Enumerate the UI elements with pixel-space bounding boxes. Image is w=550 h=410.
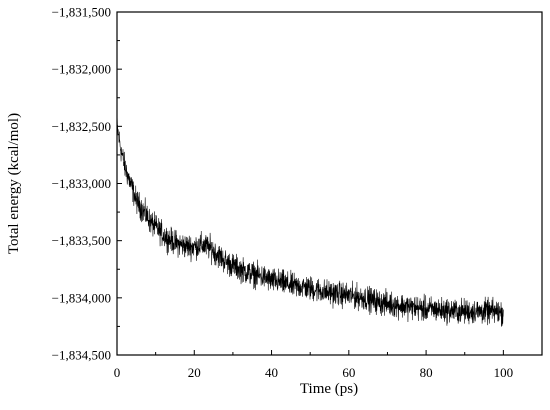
x-tick-label: 100 bbox=[494, 365, 514, 380]
x-axis-title: Time (ps) bbox=[300, 381, 358, 397]
energy-series-line bbox=[116, 117, 504, 327]
x-axis: 0 20 40 60 80 100 bbox=[114, 350, 513, 380]
y-tick-label: −1,834,000 bbox=[52, 290, 111, 305]
plot-area bbox=[116, 117, 504, 327]
y-axis: −1,834,500 −1,834,000 −1,833,500 −1,833,000… bbox=[52, 5, 122, 363]
y-tick-label: −1,833,500 bbox=[52, 233, 111, 248]
y-tick-label: −1,833,000 bbox=[52, 176, 111, 191]
x-tick-label: 40 bbox=[265, 365, 278, 380]
x-tick-label: 80 bbox=[420, 365, 433, 380]
y-tick-label: −1,831,500 bbox=[52, 5, 111, 20]
plot-frame bbox=[116, 11, 543, 356]
y-tick-label: −1,832,000 bbox=[52, 62, 111, 77]
y-axis-title: Total energy (kcal/mol) bbox=[6, 113, 22, 254]
x-tick-label: 0 bbox=[114, 365, 121, 380]
y-tick-label: −1,834,500 bbox=[52, 348, 111, 363]
y-tick-label: −1,832,500 bbox=[52, 119, 111, 134]
x-tick-label: 20 bbox=[188, 365, 201, 380]
x-tick-label: 60 bbox=[342, 365, 355, 380]
